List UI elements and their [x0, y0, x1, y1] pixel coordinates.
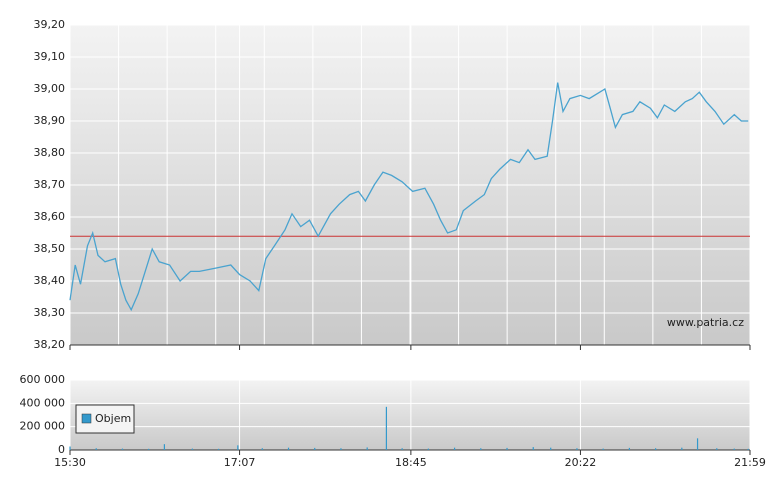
- volume-bar: [217, 448, 220, 450]
- y-tick-label: 600 000: [20, 373, 66, 386]
- volume-bar: [602, 448, 604, 450]
- y-tick-label: 200 000: [20, 420, 66, 433]
- volume-bar: [681, 447, 683, 450]
- y-tick-label: 38,40: [34, 274, 66, 287]
- volume-bar: [696, 438, 699, 450]
- volume-bar: [261, 448, 263, 450]
- y-tick-label: 400 000: [20, 396, 66, 409]
- volume-bar: [340, 448, 342, 450]
- volume-bar: [427, 448, 429, 450]
- volume-bar: [191, 448, 193, 450]
- volume-bar: [385, 406, 388, 450]
- price-line: [69, 82, 749, 312]
- volume-bar: [532, 447, 534, 450]
- legend-swatch: [81, 413, 92, 424]
- x-tick-label: 20:22: [565, 456, 597, 469]
- volume-bar: [716, 448, 718, 450]
- x-tick-label: 17:07: [224, 456, 256, 469]
- volume-bar: [747, 448, 749, 450]
- volume-bar: [480, 448, 482, 450]
- x-tick-label: 18:45: [395, 456, 427, 469]
- volume-bar: [453, 447, 456, 450]
- volume-plot-area: [70, 380, 750, 450]
- legend-label: Objem: [95, 412, 131, 425]
- volume-bar: [121, 448, 124, 450]
- x-tick-label: 21:59: [734, 456, 766, 469]
- volume-bar: [550, 447, 552, 450]
- volume-bar: [314, 447, 316, 450]
- y-tick-label: 38,30: [34, 306, 66, 319]
- volume-bar: [506, 447, 508, 450]
- y-tick-label: 39,20: [34, 18, 66, 31]
- volume-bar: [628, 447, 630, 450]
- y-tick-label: 38,70: [34, 178, 66, 191]
- volume-bar: [237, 445, 239, 450]
- y-tick-label: 38,80: [34, 146, 66, 159]
- watermark: www.patria.cz: [667, 316, 744, 329]
- volume-bar: [733, 448, 735, 450]
- volume-bar: [95, 448, 97, 450]
- y-tick-label: 38,90: [34, 114, 66, 127]
- volume-bar: [401, 448, 403, 450]
- volume-bar: [287, 447, 290, 450]
- volume-bar: [163, 444, 165, 450]
- y-tick-label: 38,60: [34, 210, 66, 223]
- volume-bar: [655, 448, 657, 450]
- y-tick-label: 39,10: [34, 50, 66, 63]
- y-tick-label: 38,20: [34, 338, 66, 351]
- volume-bar: [576, 448, 578, 450]
- y-tick-label: 39,00: [34, 82, 66, 95]
- volume-bar: [69, 446, 71, 450]
- volume-bar: [148, 448, 150, 450]
- y-tick-label: 38,50: [34, 242, 66, 255]
- x-tick-label: 15:30: [54, 456, 86, 469]
- volume-bar: [366, 447, 368, 450]
- y-tick-label: 0: [58, 443, 65, 456]
